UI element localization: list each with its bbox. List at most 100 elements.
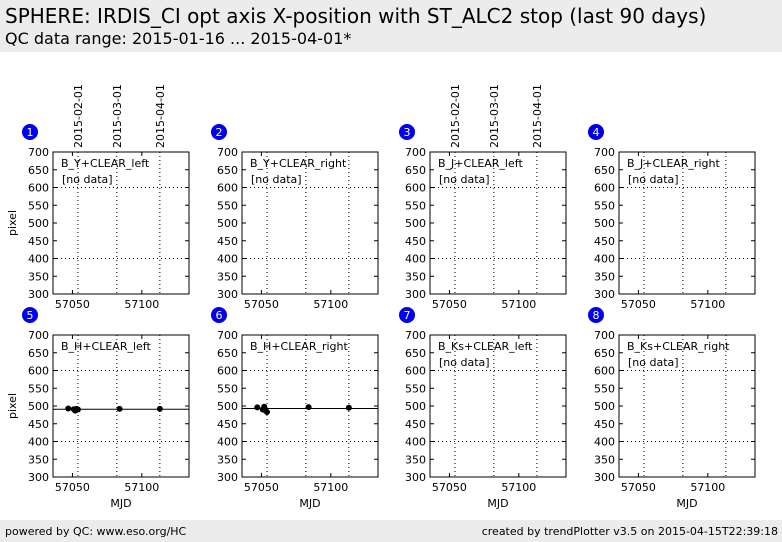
y-tick-label: 550 <box>405 199 426 212</box>
y-tick-label: 550 <box>594 199 615 212</box>
panel-badge <box>399 307 415 323</box>
x-tick-label: 57050 <box>621 481 656 494</box>
y-tick-label: 700 <box>594 146 615 159</box>
y-tick-label: 650 <box>28 164 49 177</box>
y-tick-label: 550 <box>217 199 238 212</box>
x-tick-label: 57100 <box>313 481 348 494</box>
y-tick-label: 350 <box>405 453 426 466</box>
date-label: 2015-03-01 <box>488 84 501 148</box>
y-tick-label: 550 <box>594 382 615 395</box>
x-tick-label: 57100 <box>690 298 725 311</box>
x-tick-label: 57050 <box>55 298 90 311</box>
x-axis-label: MJD <box>299 497 320 510</box>
y-tick-label: 450 <box>405 418 426 431</box>
y-tick-label: 650 <box>405 347 426 360</box>
no-data-label: [no data] <box>628 356 679 369</box>
y-tick-label: 300 <box>28 288 49 301</box>
y-tick-label: 300 <box>405 288 426 301</box>
y-tick-label: 700 <box>217 146 238 159</box>
y-tick-label: 350 <box>217 270 238 283</box>
x-tick-label: 57050 <box>621 298 656 311</box>
y-tick-label: 450 <box>217 235 238 248</box>
x-tick-label: 57050 <box>55 481 90 494</box>
data-point <box>74 406 81 413</box>
y-tick-label: 300 <box>594 288 615 301</box>
panel-number: 4 <box>593 126 600 139</box>
y-tick-label: 300 <box>217 288 238 301</box>
x-axis-label: MJD <box>110 497 131 510</box>
x-axis-label: MJD <box>676 497 697 510</box>
panel-badge <box>588 307 604 323</box>
y-tick-label: 450 <box>594 235 615 248</box>
chart-panel-1: 300 350 400 450 500 550 600 650 700 57050 57100 201… <box>6 84 190 311</box>
panel-number: 8 <box>593 309 600 322</box>
panel-number: 1 <box>27 126 34 139</box>
y-tick-label: 350 <box>28 453 49 466</box>
date-label: 2015-02-01 <box>449 84 462 148</box>
y-tick-label: 600 <box>594 365 615 378</box>
date-label: 2015-02-01 <box>72 84 85 148</box>
y-tick-label: 650 <box>594 347 615 360</box>
y-tick-label: 600 <box>28 365 49 378</box>
panel-number: 7 <box>404 309 411 322</box>
y-tick-label: 550 <box>405 382 426 395</box>
panel-badge <box>211 124 227 140</box>
y-tick-label: 650 <box>28 347 49 360</box>
y-tick-label: 400 <box>594 253 615 266</box>
panel-badge <box>22 124 38 140</box>
chart-panel-4: 300 350 400 450 500 550 600 650 700 57050 57100 4 B_… <box>588 124 756 311</box>
x-tick-label: 57050 <box>432 481 467 494</box>
date-label: 2015-04-01 <box>154 84 167 148</box>
data-point <box>156 405 163 412</box>
y-tick-label: 450 <box>594 418 615 431</box>
y-tick-label: 650 <box>217 347 238 360</box>
no-data-label: [no data] <box>62 173 113 186</box>
y-tick-label: 450 <box>28 235 49 248</box>
chart-panel-7: 300 350 400 450 500 550 600 650 700 57050 57100 7 B_… <box>399 307 567 510</box>
y-tick-label: 700 <box>594 329 615 342</box>
y-tick-label: 450 <box>28 418 49 431</box>
y-tick-label: 500 <box>405 400 426 413</box>
series-label: B_Y+CLEAR_left <box>61 157 150 170</box>
series-label: B_H+CLEAR_right <box>250 340 348 353</box>
y-tick-label: 550 <box>28 382 49 395</box>
y-axis-label: pixel <box>6 210 19 236</box>
page-subtitle: QC data range: 2015-01-16 ... 2015-04-01… <box>5 29 352 48</box>
y-tick-label: 500 <box>217 217 238 230</box>
y-tick-label: 500 <box>594 400 615 413</box>
panel-number: 5 <box>27 309 34 322</box>
y-tick-label: 350 <box>405 270 426 283</box>
y-tick-label: 650 <box>217 164 238 177</box>
page-title: SPHERE: IRDIS_CI opt axis X-position wit… <box>5 4 707 28</box>
x-axis-label: MJD <box>487 497 508 510</box>
series-label: B_J+CLEAR_right <box>627 157 720 170</box>
y-tick-label: 700 <box>28 146 49 159</box>
series-label: B_Ks+CLEAR_right <box>627 340 730 353</box>
footer-bar: powered by QC: www.eso.org/HC created by… <box>0 520 782 542</box>
y-tick-label: 600 <box>28 182 49 195</box>
chart-panel-2: 300 350 400 450 500 550 600 650 700 57050 57100 2 B_… <box>211 124 379 311</box>
x-tick-label: 57100 <box>501 298 536 311</box>
date-label: 2015-03-01 <box>111 84 124 148</box>
panel-number: 3 <box>404 126 411 139</box>
series-label: B_Y+CLEAR_right <box>250 157 347 170</box>
y-tick-label: 550 <box>28 199 49 212</box>
y-tick-label: 350 <box>594 453 615 466</box>
x-tick-label: 57050 <box>244 298 279 311</box>
no-data-label: [no data] <box>251 173 302 186</box>
footer-credit: powered by QC: www.eso.org/HC <box>5 525 187 538</box>
chart-panel-3: 300 350 400 450 500 550 600 650 700 57050 57100 201… <box>399 84 567 311</box>
panel-badge <box>588 124 604 140</box>
data-point <box>65 405 72 412</box>
header-bar: SPHERE: IRDIS_CI opt axis X-position wit… <box>0 0 782 52</box>
plot-frame <box>52 334 190 478</box>
panel-badge <box>211 307 227 323</box>
y-tick-label: 400 <box>217 253 238 266</box>
data-point <box>116 405 123 412</box>
y-tick-label: 500 <box>28 400 49 413</box>
panel-badge <box>22 307 38 323</box>
y-tick-label: 300 <box>405 471 426 484</box>
y-tick-label: 600 <box>405 365 426 378</box>
x-tick-label: 57050 <box>244 481 279 494</box>
